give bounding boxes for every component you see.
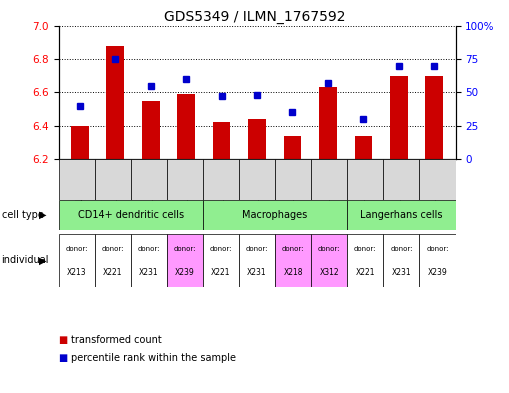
Text: donor:: donor: (65, 246, 88, 252)
FancyBboxPatch shape (347, 159, 383, 200)
Text: GDS5349 / ILMN_1767592: GDS5349 / ILMN_1767592 (164, 10, 345, 24)
Text: Langerhans cells: Langerhans cells (360, 210, 443, 220)
Text: ▶: ▶ (39, 210, 46, 220)
Text: X221: X221 (211, 268, 231, 277)
Text: X221: X221 (356, 268, 375, 277)
Text: X218: X218 (284, 268, 303, 277)
FancyBboxPatch shape (59, 159, 95, 200)
Bar (71, 126, 89, 159)
Bar (213, 122, 231, 159)
FancyBboxPatch shape (95, 159, 131, 200)
FancyBboxPatch shape (383, 234, 419, 287)
FancyBboxPatch shape (419, 234, 456, 287)
Bar (390, 75, 408, 159)
FancyBboxPatch shape (383, 159, 419, 200)
Text: ■: ■ (59, 335, 68, 345)
Bar (142, 101, 159, 159)
Bar (248, 119, 266, 159)
FancyBboxPatch shape (59, 200, 203, 230)
FancyBboxPatch shape (311, 159, 347, 200)
Text: X231: X231 (139, 268, 159, 277)
Text: X239: X239 (428, 268, 447, 277)
Text: individual: individual (2, 255, 49, 265)
FancyBboxPatch shape (131, 159, 167, 200)
Text: transformed count: transformed count (71, 335, 162, 345)
Text: X213: X213 (67, 268, 87, 277)
Text: X231: X231 (247, 268, 267, 277)
Bar (177, 94, 195, 159)
FancyBboxPatch shape (167, 159, 203, 200)
Text: cell type: cell type (2, 210, 43, 220)
Bar (426, 75, 443, 159)
Bar (106, 46, 124, 159)
FancyBboxPatch shape (275, 159, 311, 200)
FancyBboxPatch shape (275, 234, 311, 287)
Bar (319, 87, 337, 159)
Text: CD14+ dendritic cells: CD14+ dendritic cells (78, 210, 184, 220)
Text: X239: X239 (175, 268, 195, 277)
FancyBboxPatch shape (167, 234, 203, 287)
FancyBboxPatch shape (59, 234, 95, 287)
Text: donor:: donor: (137, 246, 160, 252)
FancyBboxPatch shape (311, 234, 347, 287)
Text: donor:: donor: (354, 246, 377, 252)
FancyBboxPatch shape (419, 159, 456, 200)
Text: donor:: donor: (390, 246, 413, 252)
Text: donor:: donor: (282, 246, 304, 252)
Text: donor:: donor: (174, 246, 196, 252)
FancyBboxPatch shape (347, 200, 456, 230)
Text: percentile rank within the sample: percentile rank within the sample (71, 353, 236, 363)
FancyBboxPatch shape (203, 200, 347, 230)
Text: X231: X231 (391, 268, 411, 277)
Text: donor:: donor: (246, 246, 268, 252)
Text: donor:: donor: (426, 246, 449, 252)
FancyBboxPatch shape (203, 234, 239, 287)
FancyBboxPatch shape (131, 234, 167, 287)
FancyBboxPatch shape (239, 234, 275, 287)
Text: donor:: donor: (210, 246, 232, 252)
Text: X312: X312 (320, 268, 339, 277)
Text: donor:: donor: (318, 246, 341, 252)
Text: ▶: ▶ (39, 255, 46, 265)
FancyBboxPatch shape (239, 159, 275, 200)
Bar (355, 136, 372, 159)
FancyBboxPatch shape (95, 234, 131, 287)
Text: ■: ■ (59, 353, 68, 363)
FancyBboxPatch shape (347, 234, 383, 287)
Text: Macrophages: Macrophages (242, 210, 308, 220)
Text: X221: X221 (103, 268, 123, 277)
Bar (284, 136, 301, 159)
Text: donor:: donor: (101, 246, 124, 252)
FancyBboxPatch shape (203, 159, 239, 200)
